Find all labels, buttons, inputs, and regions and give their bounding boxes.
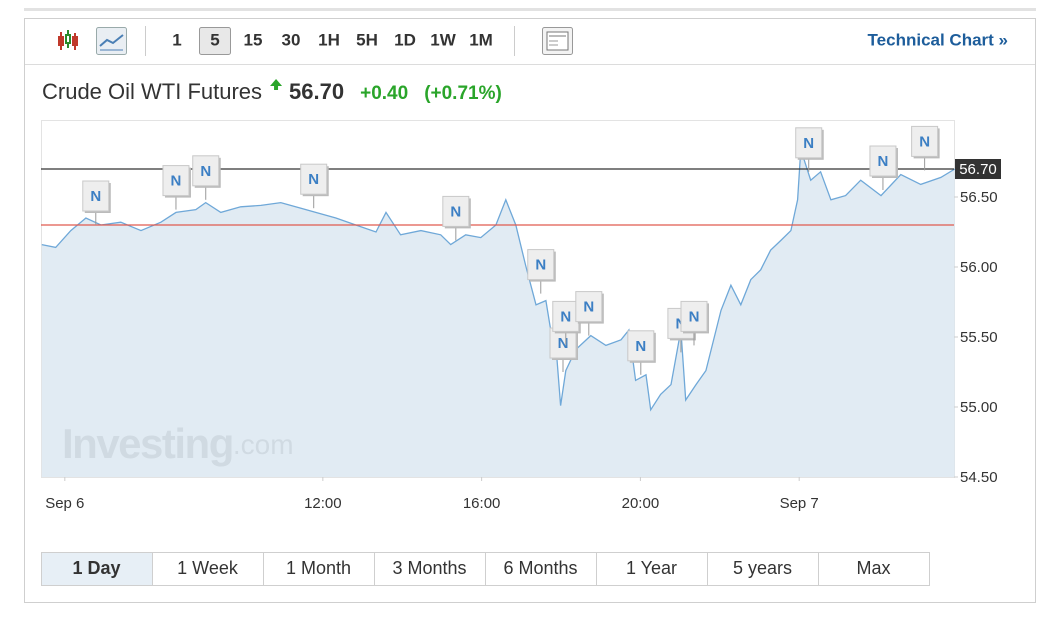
selected-interval-box <box>199 27 231 55</box>
news-marker[interactable]: N <box>795 127 824 172</box>
news-box <box>300 163 328 195</box>
news-label: N <box>535 257 546 274</box>
news-marker[interactable]: N <box>680 300 709 346</box>
news-box <box>527 249 555 281</box>
indicator-icon[interactable] <box>542 27 573 55</box>
news-box <box>82 180 110 212</box>
interval-button[interactable]: 1W <box>430 30 456 49</box>
news-marker[interactable]: N <box>527 249 556 294</box>
price-change: +0.40 <box>360 83 408 104</box>
top-rule <box>24 8 1036 11</box>
price-label-box <box>955 159 1001 179</box>
news-box <box>442 195 470 227</box>
candlestick-icon[interactable] <box>58 30 78 50</box>
news-box <box>795 127 823 159</box>
range-tab[interactable] <box>41 552 153 586</box>
news-box <box>575 291 603 323</box>
news-box <box>911 125 939 157</box>
news-marker[interactable]: N <box>442 195 471 241</box>
range-tab-label[interactable]: Max <box>856 558 890 578</box>
x-tick-label: 16:00 <box>463 495 501 512</box>
news-label: N <box>171 173 182 190</box>
range-tab-label[interactable]: 3 Months <box>392 558 466 578</box>
news-box <box>162 165 190 197</box>
interval-button[interactable]: 1H <box>318 30 340 49</box>
news-marker[interactable]: N <box>300 163 329 209</box>
last-price: 56.70 <box>289 79 344 104</box>
y-tick-label: 56.00 <box>960 259 998 276</box>
news-label: N <box>803 135 814 152</box>
news-marker[interactable]: N <box>627 330 656 375</box>
news-marker[interactable]: N <box>549 327 578 372</box>
news-label: N <box>919 133 930 150</box>
range-tab-label[interactable]: 1 Year <box>626 558 677 578</box>
price-line <box>41 149 956 412</box>
plot: Investing.com56.70NNNNNNNNNNNNNNN <box>41 125 1001 477</box>
y-tick-label: 56.50 <box>960 189 998 206</box>
technical-chart-link[interactable]: Technical Chart » <box>868 30 1008 49</box>
news-marker[interactable]: N <box>162 165 191 210</box>
news-marker[interactable]: N <box>869 145 898 190</box>
y-tick-label: 55.50 <box>960 329 998 346</box>
news-label: N <box>558 335 569 352</box>
instrument-title: Crude Oil WTI Futures <box>42 79 262 104</box>
range-tab-label[interactable]: 1 Month <box>286 558 351 578</box>
range-tab[interactable] <box>818 552 930 586</box>
interval-button[interactable]: 5H <box>356 30 378 49</box>
news-marker[interactable]: N <box>575 291 604 336</box>
x-tick-label: 20:00 <box>622 495 660 512</box>
news-box <box>869 145 897 177</box>
news-marker[interactable]: N <box>82 180 111 225</box>
news-label: N <box>200 163 211 180</box>
news-label: N <box>308 171 319 188</box>
y-tick-label: 54.50 <box>960 469 998 486</box>
news-box <box>192 155 220 187</box>
news-marker[interactable]: N <box>911 125 940 171</box>
news-box <box>552 300 580 332</box>
range-tab[interactable] <box>374 552 486 586</box>
up-arrow <box>270 79 283 90</box>
news-marker[interactable]: N <box>192 155 221 200</box>
x-tick-label: Sep 6 <box>45 495 84 512</box>
price-change-percent: (+0.71%) <box>424 83 502 104</box>
y-tick-label: 55.00 <box>960 399 998 416</box>
x-tick-label: Sep 7 <box>780 495 819 512</box>
news-label: N <box>560 308 571 325</box>
range-tab-label[interactable]: 6 Months <box>503 558 577 578</box>
range-tab[interactable] <box>596 552 708 586</box>
range-tab-label[interactable]: 1 Day <box>72 558 120 578</box>
range-tab[interactable] <box>152 552 264 586</box>
interval-button[interactable]: 1M <box>469 30 493 49</box>
interval-button[interactable]: 1D <box>394 30 416 49</box>
range-tab-label[interactable]: 5 years <box>733 558 792 578</box>
area-fill <box>41 149 955 477</box>
news-label: N <box>450 203 461 220</box>
news-box <box>627 330 655 362</box>
interval-button[interactable]: 5 <box>210 30 219 49</box>
news-box <box>680 300 708 332</box>
news-marker[interactable]: N <box>552 300 581 346</box>
news-label: N <box>90 188 101 205</box>
price-label: 56.70 <box>959 161 997 178</box>
news-label: N <box>583 299 594 316</box>
interval-button[interactable]: 1 <box>172 30 181 49</box>
news-label: N <box>635 338 646 355</box>
line-chart-icon[interactable] <box>96 27 127 55</box>
x-tick-label: 12:00 <box>304 495 342 512</box>
news-label: N <box>689 308 700 325</box>
news-label: N <box>878 153 889 170</box>
interval-button[interactable]: 15 <box>244 30 263 49</box>
interval-button[interactable]: 30 <box>282 30 301 49</box>
range-tab-label[interactable]: 1 Week <box>177 558 239 578</box>
